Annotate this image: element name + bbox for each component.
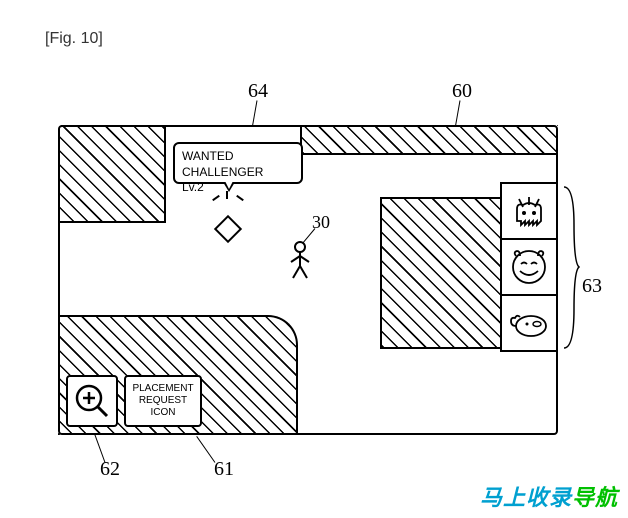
monster-slot-3[interactable] bbox=[502, 296, 556, 350]
watermark-b: 导航 bbox=[572, 485, 618, 510]
ref-64: 64 bbox=[248, 80, 268, 103]
placement-label: PLACEMENT REQUEST ICON bbox=[132, 383, 193, 419]
bubble-line1: WANTED CHALLENGER bbox=[182, 149, 294, 180]
figure-label: [Fig. 10] bbox=[45, 30, 103, 48]
monster-slot-2[interactable] bbox=[502, 240, 556, 296]
ref-61: 61 bbox=[214, 458, 234, 481]
leader-63-bracket bbox=[562, 185, 580, 350]
map-block-top-left bbox=[58, 125, 166, 223]
placement-request-button[interactable]: PLACEMENT REQUEST ICON bbox=[124, 375, 202, 427]
zoom-button[interactable] bbox=[66, 375, 118, 427]
monster-list-panel bbox=[500, 182, 558, 352]
map-block-top-right bbox=[300, 125, 558, 155]
monster-slot-1[interactable] bbox=[502, 184, 556, 240]
watermark: 马上收录导航 bbox=[480, 480, 618, 512]
watermark-a: 马上收录 bbox=[480, 485, 572, 510]
ref-63: 63 bbox=[582, 275, 602, 298]
player-character-icon[interactable] bbox=[285, 240, 315, 280]
ref-62: 62 bbox=[100, 458, 120, 481]
challenger-marker-icon[interactable] bbox=[214, 215, 242, 243]
game-screen-frame: WANTED CHALLENGER Lv.2 30 bbox=[58, 125, 558, 435]
ref-60: 60 bbox=[452, 80, 472, 103]
leader-61 bbox=[196, 436, 215, 463]
ref-30: 30 bbox=[312, 212, 330, 233]
challenger-bubble: WANTED CHALLENGER Lv.2 bbox=[173, 142, 303, 184]
